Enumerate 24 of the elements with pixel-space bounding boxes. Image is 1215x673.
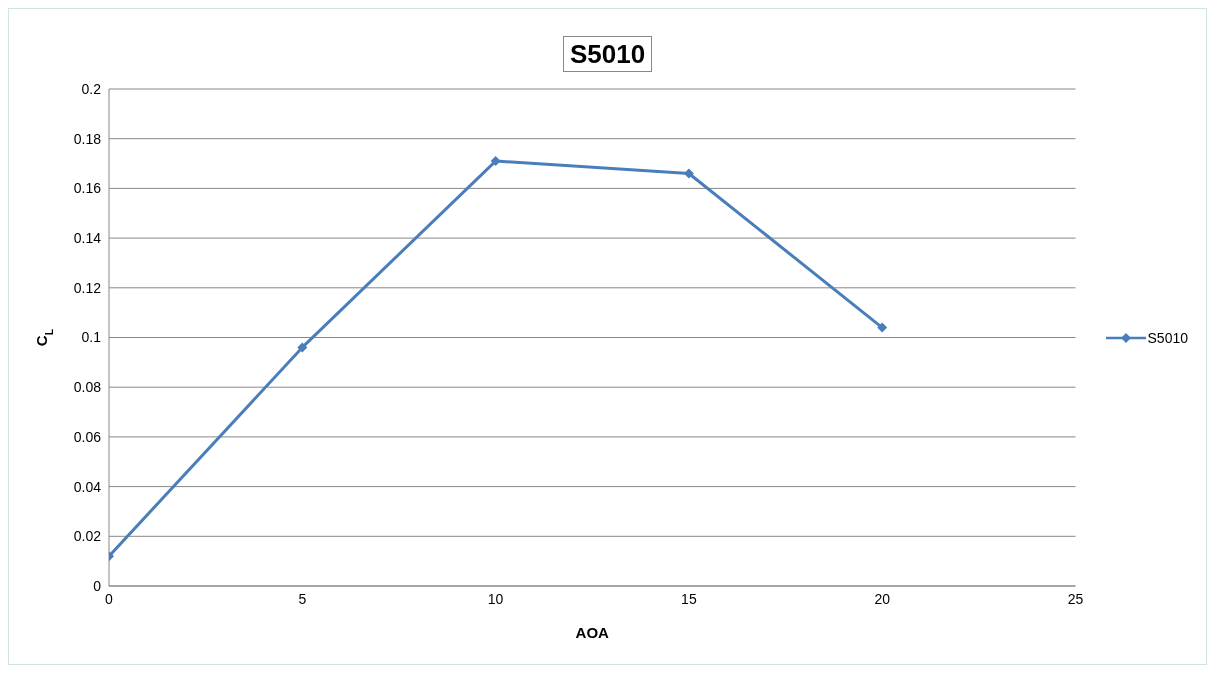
x-tick-label: 5 [298,590,307,607]
point [683,168,694,179]
y-tick-label: 0.2 [81,80,102,97]
x-tick-label: 25 [1067,590,1084,607]
y-tick-label: 0.04 [73,478,102,495]
chart-title: S5010 [562,36,653,72]
x-tick-label: 15 [681,590,697,607]
point [297,342,308,353]
x-axis-title: AOA [575,624,610,641]
y-tick-label: 0.06 [73,428,102,445]
y-tick-label: 0.18 [73,130,102,147]
legend-label: S5010 [1147,329,1188,346]
x-tick-label: 10 [487,590,504,607]
y-tick-label: 0 [93,577,102,594]
point [490,156,501,167]
y-tick-label: 0.1 [81,329,102,346]
point [877,322,888,333]
y-tick-label: 0.16 [73,180,102,197]
x-tick-label: 0 [105,590,114,607]
y-tick-label: 0.14 [73,230,102,247]
y-tick-label: 0.12 [73,279,102,296]
y-tick-label: 0.02 [73,528,102,545]
y-tick-label: 0.08 [73,379,102,396]
x-tick-label: 20 [874,590,891,607]
